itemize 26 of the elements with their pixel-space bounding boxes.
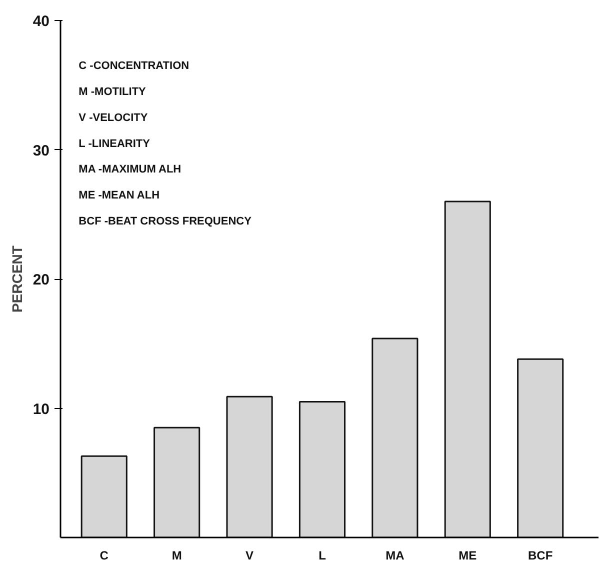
y-tick-label: 30	[32, 142, 50, 160]
bar	[372, 338, 418, 538]
bar	[444, 200, 491, 538]
annotation: ME -MEAN ALH	[78, 189, 160, 202]
x-tick-label: MA	[386, 548, 405, 562]
x-tick-label: C	[100, 548, 109, 562]
bar	[298, 401, 346, 538]
annotation: BCF -BEAT CROSS FREQUENCY	[78, 215, 252, 228]
x-tick-label: V	[246, 548, 254, 562]
y-axis-title: PERCENT	[8, 245, 25, 312]
y-tick-label: 20	[32, 272, 50, 288]
annotation: L -LINEARITY	[78, 138, 151, 150]
y-tick-label: 10	[32, 400, 50, 418]
bar	[80, 455, 128, 538]
bar	[154, 426, 200, 538]
x-tick-label: BCF	[528, 548, 553, 562]
x-tick-label: ME	[458, 548, 477, 562]
y-tick-label: 40	[32, 13, 50, 30]
annotation: MA -MAXIMUM ALH	[78, 164, 182, 176]
annotation: C -CONCENTRATION	[78, 60, 190, 72]
annotation: V -VELOCITY	[78, 112, 148, 124]
x-tick-label: L	[318, 548, 326, 562]
bar	[517, 358, 564, 538]
x-tick-label: M	[172, 548, 182, 562]
annotation: M -MOTILITY	[78, 86, 147, 98]
bar	[226, 396, 273, 538]
